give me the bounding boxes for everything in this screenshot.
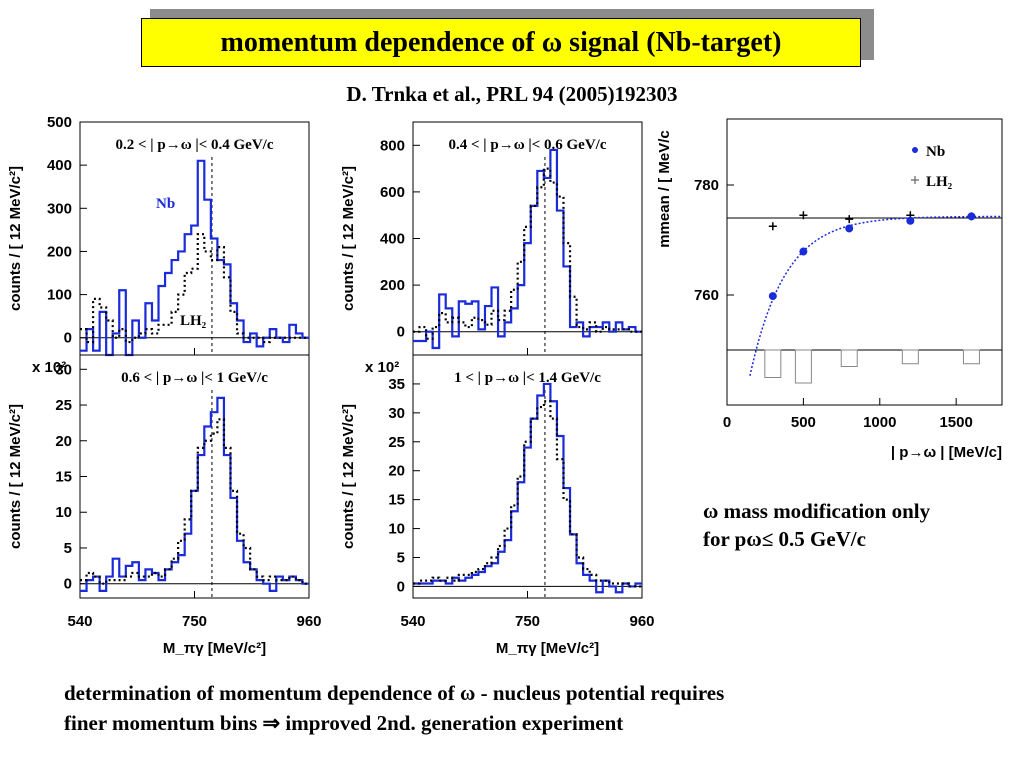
citation: D. Trnka et al., PRL 94 (2005)192303 xyxy=(346,82,678,106)
x-tick-label: 1500 xyxy=(939,414,972,431)
y-tick-label: 20 xyxy=(388,463,405,480)
y-axis-label: counts / [ 12 MeV/c²] xyxy=(7,404,24,549)
legend-nb-marker xyxy=(912,147,918,153)
y-tick-label: 15 xyxy=(388,492,405,509)
panel-momentum-label: 0.4 < | p→ω |< 0.6 GeV/c xyxy=(449,137,607,153)
nb-point xyxy=(845,224,854,233)
nb-point xyxy=(768,292,777,301)
y-tick-label: 0 xyxy=(397,324,405,341)
y-tick-label: 0 xyxy=(64,576,72,593)
note-right: ω mass modification only for pω≤ 0.5 GeV… xyxy=(703,497,930,553)
panel-momentum-label: 1 < | p→ω |< 1.4 GeV/c xyxy=(454,370,601,386)
y-multiplier: x 10² xyxy=(365,359,399,376)
y-tick-label: 15 xyxy=(55,469,72,486)
x-tick-label: 0 xyxy=(723,414,731,431)
legend-nb-label: Nb xyxy=(926,144,945,160)
x-tick-label: 1000 xyxy=(863,414,896,431)
nb-point xyxy=(799,247,808,256)
lh2-point xyxy=(799,211,808,220)
y-tick-label: 100 xyxy=(47,287,72,304)
y-tick-label: 200 xyxy=(380,277,405,294)
y-tick-label: 10 xyxy=(55,504,72,521)
x-axis-label: M_πγ [MeV/c²] xyxy=(163,640,266,657)
page-title: momentum dependence of ω signal (Nb-targ… xyxy=(141,18,861,67)
y-tick-label: 300 xyxy=(47,200,72,217)
lh2-annotation: LH₂ xyxy=(180,313,207,329)
x-tick-label: 750 xyxy=(515,613,540,630)
y-tick-label: 30 xyxy=(55,361,72,378)
note-bottom: determination of momentum dependence of … xyxy=(64,678,724,738)
y-tick-label: 35 xyxy=(388,376,405,393)
page-title-text: momentum dependence of ω signal (Nb-targ… xyxy=(220,26,782,58)
x-tick-label: 750 xyxy=(182,613,207,630)
y-tick-label: 25 xyxy=(55,397,72,414)
systematic-box xyxy=(840,349,858,367)
note-bottom-line-2: finer momentum bins ⇒ improved 2nd. gene… xyxy=(64,711,624,735)
y-multiplier: x 10² xyxy=(32,359,66,376)
panel-momentum-label: 0.2 < | p→ω |< 0.4 GeV/c xyxy=(116,137,274,153)
systematic-box xyxy=(794,349,812,384)
y-tick-label: 25 xyxy=(388,434,405,451)
x-tick-label: 960 xyxy=(629,613,654,630)
fit-curve xyxy=(749,215,1003,377)
y-tick-label: 600 xyxy=(380,184,405,201)
legend-lh2-marker xyxy=(911,176,919,184)
y-tick-label: 30 xyxy=(388,405,405,422)
y-axis-label: counts / [ 12 MeV/c²] xyxy=(7,166,24,311)
lh2-point xyxy=(845,215,854,224)
y-tick-label: 0 xyxy=(64,330,72,347)
note-bottom-line-1: determination of momentum dependence of … xyxy=(64,681,725,705)
lh2-histogram xyxy=(413,400,642,588)
y-tick-label: 400 xyxy=(380,231,405,248)
y-tick-label: 5 xyxy=(397,550,405,567)
y-tick-label: 780 xyxy=(694,177,719,194)
x-tick-label: 540 xyxy=(67,613,92,630)
nb-annotation: Nb xyxy=(156,196,175,212)
systematic-box xyxy=(764,349,782,378)
legend-lh2-label: LH₂ xyxy=(926,174,953,190)
nb-histogram xyxy=(413,382,642,594)
panel-momentum-label: 0.6 < | p→ω |< 1 GeV/c xyxy=(121,370,268,386)
y-tick-label: 800 xyxy=(380,137,405,154)
lh2-point xyxy=(768,222,777,231)
nb-histogram xyxy=(80,159,309,357)
nb-histogram xyxy=(80,396,309,592)
x-axis-label: M_πγ [MeV/c²] xyxy=(496,640,599,657)
nb-histogram xyxy=(413,148,642,350)
y-axis-label: counts / [ 12 MeV/c²] xyxy=(340,166,357,311)
plot-frame-3 xyxy=(79,354,310,599)
nb-point xyxy=(906,216,915,225)
systematic-box xyxy=(901,349,919,365)
lh2-histogram xyxy=(80,418,309,585)
y-tick-label: 10 xyxy=(388,521,405,538)
systematic-box xyxy=(962,349,980,365)
lh2-histogram xyxy=(413,167,642,340)
scatter-frame xyxy=(726,118,1003,406)
x-axis-label: | p→ω | [MeV/c] xyxy=(891,444,1002,461)
y-axis-label: mmean / [ MeV/c xyxy=(656,130,673,248)
x-tick-label: 540 xyxy=(400,613,425,630)
note-right-line-2: for pω≤ 0.5 GeV/c xyxy=(703,527,866,551)
plot-frame-4 xyxy=(412,354,643,599)
y-tick-label: 500 xyxy=(47,114,72,131)
y-tick-label: 760 xyxy=(694,287,719,304)
y-tick-label: 0 xyxy=(397,578,405,595)
x-tick-label: 500 xyxy=(791,414,816,431)
y-tick-label: 200 xyxy=(47,243,72,260)
nb-point xyxy=(967,212,976,221)
x-tick-label: 960 xyxy=(296,613,321,630)
plot-frame-2 xyxy=(412,121,643,356)
y-tick-label: 5 xyxy=(64,540,72,557)
y-axis-label: counts / [ 12 MeV/c²] xyxy=(340,404,357,549)
y-tick-label: 20 xyxy=(55,433,72,450)
note-right-line-1: ω mass modification only xyxy=(703,499,931,523)
y-tick-label: 400 xyxy=(47,157,72,174)
